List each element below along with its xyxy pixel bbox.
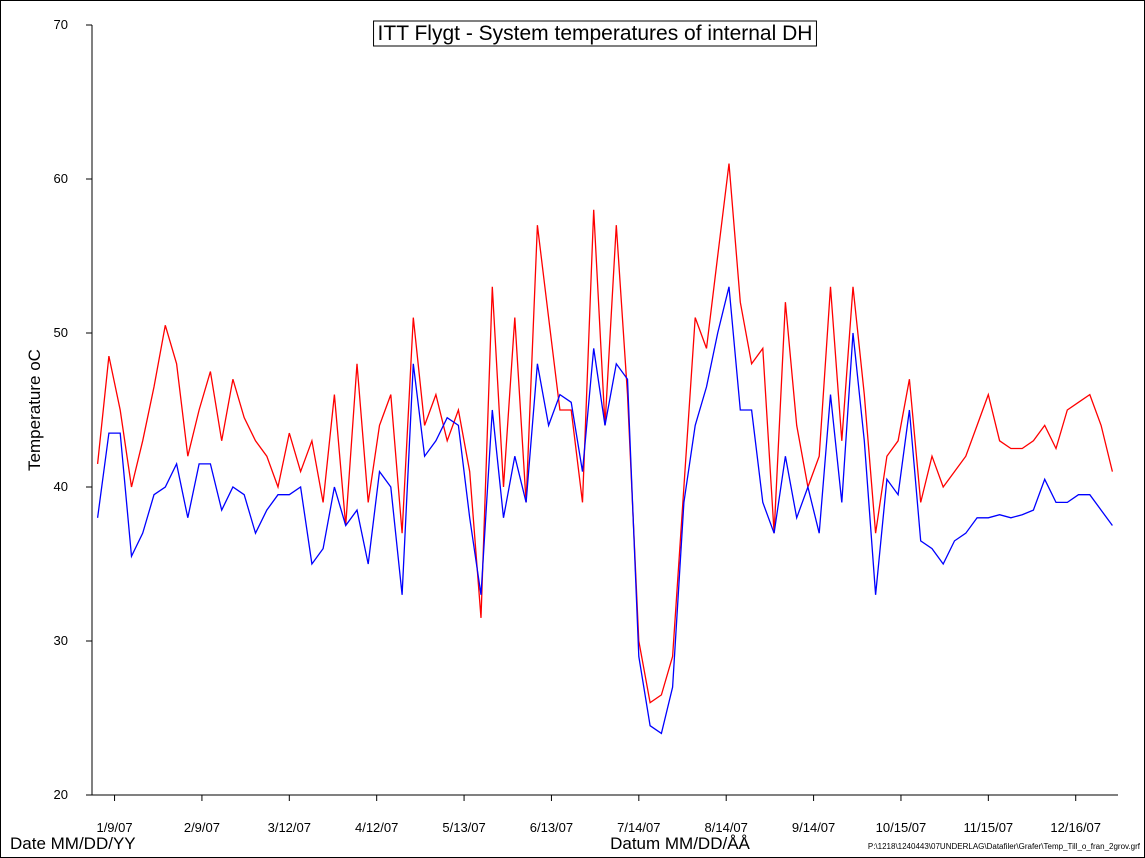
x-tick-label: 6/13/07 — [530, 820, 573, 835]
series-line — [96, 286, 1113, 735]
x-tick-label: 5/13/07 — [442, 820, 485, 835]
y-tick-label: 50 — [54, 325, 68, 340]
y-tick-label: 60 — [54, 171, 68, 186]
x-tick-label: 7/14/07 — [617, 820, 660, 835]
x-tick-label: 12/16/07 — [1050, 820, 1101, 835]
y-tick-label: 20 — [54, 787, 68, 802]
x-tick-label: 10/15/07 — [876, 820, 927, 835]
y-tick-label: 40 — [54, 479, 68, 494]
x-tick-label: 2/9/07 — [184, 820, 220, 835]
y-tick-label: 30 — [54, 633, 68, 648]
x-axis-label-left: Date MM/DD/YY — [10, 834, 136, 853]
x-tick-label: 11/15/07 — [964, 820, 1014, 835]
x-tick-label: 1/9/07 — [96, 820, 132, 835]
x-axis-label: Datum MM/DD/ÅÅ — [610, 834, 750, 853]
title-box — [373, 20, 817, 47]
y-axis-label: Temperature oC — [25, 349, 44, 471]
x-tick-label: 9/14/07 — [792, 820, 835, 835]
chart-title: ITT Flygt - System temperatures of inter… — [378, 22, 813, 45]
x-tick-label: 8/14/07 — [705, 820, 748, 835]
y-tick-label: 70 — [54, 17, 68, 32]
x-tick-label: 3/12/07 — [268, 820, 311, 835]
file-path: P:\1218\1240443\07UNDERLAG\Datafiler\Gra… — [868, 842, 1141, 851]
x-tick-label: 4/12/07 — [355, 820, 398, 835]
